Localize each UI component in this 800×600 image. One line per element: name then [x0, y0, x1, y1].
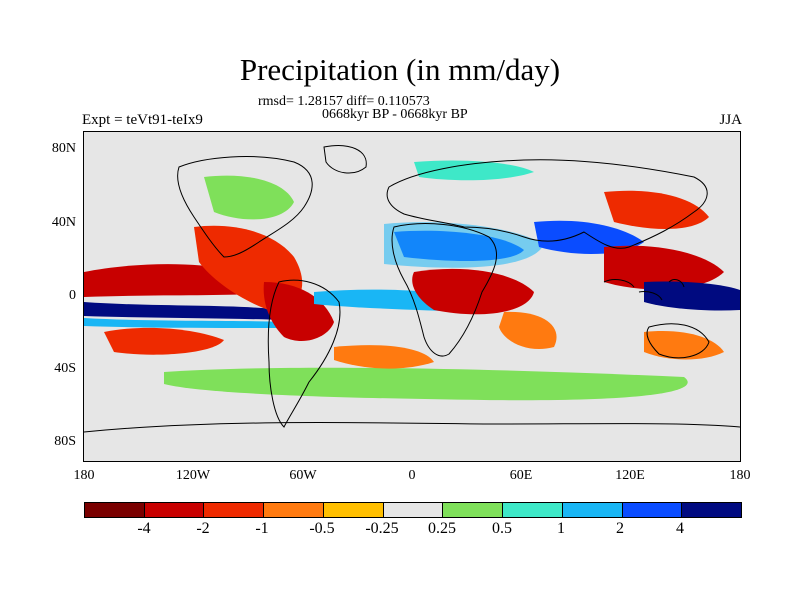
- colorbar-label: -0.5: [309, 520, 335, 537]
- colorbar-swatch: [264, 503, 324, 517]
- colorbar-label: 0.25: [428, 520, 456, 537]
- coast-greenland: [323, 145, 367, 174]
- colorbar-swatch: [204, 503, 265, 517]
- anomaly-indian-ocean-dry: [499, 311, 557, 350]
- colorbar-label: 1: [557, 520, 565, 537]
- lon-tick: 120E: [615, 468, 645, 483]
- colorbar-swatch: [323, 503, 384, 517]
- anomaly-east-asia-dry: [604, 190, 709, 229]
- coast-africa: [391, 223, 498, 357]
- lon-tick: 180: [729, 468, 751, 483]
- colorbar-swatch: [443, 503, 504, 517]
- colorbar-swatch: [144, 503, 205, 517]
- precip-anomaly-map: [84, 145, 740, 433]
- anomaly-africa-dry: [412, 268, 534, 315]
- colorbar-label: -4: [137, 520, 151, 537]
- coast-australia: [646, 323, 710, 359]
- anomaly-sahel-wet-outer: [384, 222, 544, 268]
- anomaly-north-america-wet: [204, 175, 294, 220]
- coast-europe-asia: [386, 159, 708, 249]
- coastlines: [84, 145, 740, 433]
- coast-antarctica: [84, 421, 740, 433]
- anomaly-pacific-wet-band: [84, 302, 284, 320]
- lon-tick: 0: [408, 468, 416, 483]
- coast-north-america: [177, 156, 313, 258]
- season-label: JJA: [719, 112, 742, 128]
- anomaly-australia-dry: [644, 331, 724, 360]
- colorbar-swatch: [85, 503, 145, 517]
- lat-tick: 0: [69, 288, 76, 303]
- lat-tick: 80S: [54, 434, 76, 449]
- experiment-label: Expt = teVt91-teIx9: [82, 112, 203, 128]
- map-panel: [83, 131, 741, 462]
- lon-tick: 60W: [289, 468, 317, 483]
- colorbar-label: -1: [255, 520, 269, 537]
- lon-tick: 120W: [175, 468, 211, 483]
- colorbar-swatch: [383, 503, 444, 517]
- colorbar: [84, 502, 742, 518]
- coast-south-america: [267, 279, 341, 428]
- colorbar-swatch: [503, 503, 563, 517]
- lat-tick: 40N: [51, 215, 76, 230]
- lon-tick: 60E: [509, 468, 533, 483]
- colorbar-label: -2: [196, 520, 210, 537]
- stats-label: rmsd= 1.28157 diff= 0.110573: [258, 94, 430, 109]
- colorbar-label: 2: [616, 520, 624, 537]
- period-label: 0668kyr BP - 0668kyr BP: [322, 107, 468, 122]
- lat-tick: 40S: [54, 361, 76, 376]
- colorbar-label: 0.5: [492, 520, 512, 537]
- anomaly-contours: [84, 160, 740, 401]
- anomaly-south-atlantic-orange: [334, 345, 434, 369]
- colorbar-label: -0.25: [365, 520, 399, 537]
- chart-title: Precipitation (in mm/day): [239, 52, 561, 87]
- anomaly-west-pacific-wet: [644, 281, 740, 311]
- colorbar-label: 4: [676, 520, 684, 537]
- anomaly-amazon-dry: [263, 282, 334, 342]
- anomaly-arctic-wet: [414, 160, 534, 181]
- anomaly-asia-wet: [534, 220, 644, 254]
- anomaly-southern-ocean-wet: [164, 367, 688, 401]
- colorbar-swatch: [682, 503, 742, 517]
- colorbar-swatch: [562, 503, 623, 517]
- anomaly-pacific-wet-outer: [84, 318, 284, 328]
- anomaly-west-pacific-dry: [604, 245, 724, 290]
- coast-maritime-islands: [603, 279, 685, 301]
- colorbar-swatch: [622, 503, 683, 517]
- lat-tick: 80N: [51, 141, 76, 156]
- anomaly-south-pacific-dry: [104, 327, 224, 355]
- lon-tick: 180: [73, 468, 95, 483]
